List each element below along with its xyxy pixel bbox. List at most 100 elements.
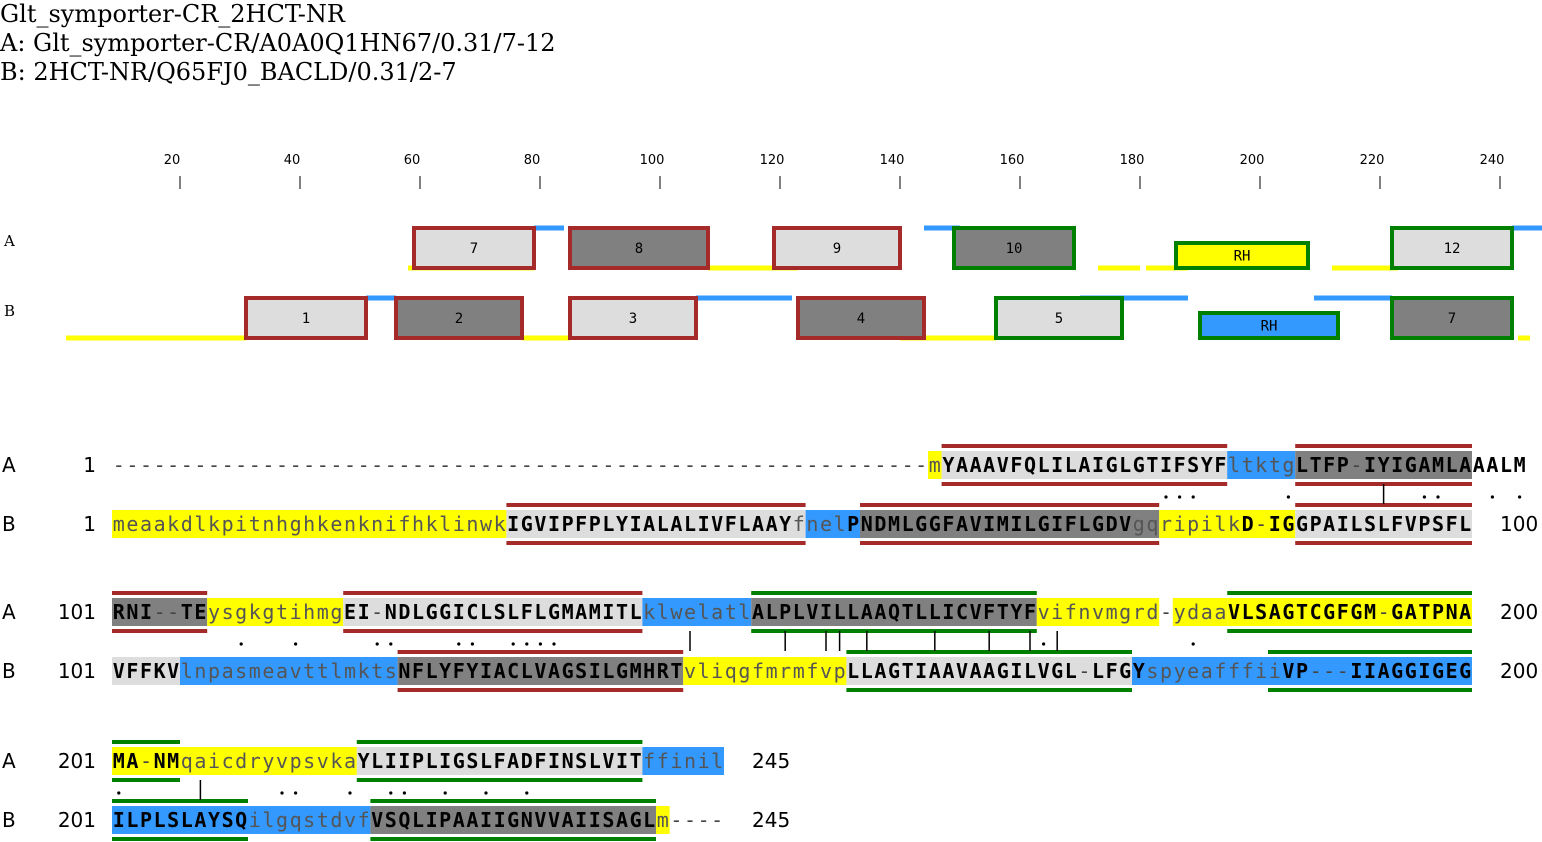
similarity-mark	[525, 642, 529, 646]
residue: -	[847, 453, 859, 477]
residue: e	[262, 659, 274, 683]
residue: d	[235, 749, 247, 773]
residue: n	[262, 512, 274, 536]
residue: l	[711, 749, 723, 773]
residue: t	[249, 512, 261, 536]
residue: V	[548, 808, 560, 832]
segment-label: 4	[857, 311, 865, 327]
residue: L	[1446, 453, 1458, 477]
residue: L	[1092, 659, 1104, 683]
residue: -	[575, 453, 587, 477]
residue: -	[235, 453, 247, 477]
residue: -	[698, 808, 710, 832]
residue: N	[398, 659, 410, 683]
segment-10: 10	[952, 226, 1076, 270]
residue: A	[983, 453, 995, 477]
residue: k	[330, 749, 342, 773]
residue: L	[793, 600, 805, 624]
similarity-mark	[402, 791, 406, 795]
residue: i	[1051, 600, 1063, 624]
segment-box	[1198, 311, 1340, 340]
residue: d	[1146, 600, 1158, 624]
residue: G	[507, 808, 519, 832]
sequence-run	[1132, 657, 1268, 685]
residue: r	[1133, 600, 1145, 624]
residue: v	[276, 749, 288, 773]
residue: -	[820, 453, 832, 477]
residue: -	[793, 453, 805, 477]
sequence-run	[112, 657, 180, 685]
residue: f	[793, 512, 805, 536]
residue: A	[752, 512, 764, 536]
residue: A	[874, 659, 886, 683]
residue: G	[1391, 659, 1403, 683]
residue: G	[548, 600, 560, 624]
residue: v	[317, 749, 329, 773]
residue: C	[507, 659, 519, 683]
row-start-b: 1	[83, 512, 96, 536]
residue: T	[997, 600, 1009, 624]
residue: Y	[439, 659, 451, 683]
similarity-mark	[375, 642, 379, 646]
residue: P	[439, 808, 451, 832]
residue: w	[480, 512, 493, 536]
residue: S	[602, 808, 614, 832]
residue: F	[575, 512, 587, 536]
residue: D	[1106, 512, 1118, 536]
residue: A	[1459, 453, 1471, 477]
residue: -	[126, 453, 138, 477]
residue: F	[1391, 512, 1403, 536]
residue: I	[358, 600, 370, 624]
residue: D	[521, 749, 533, 773]
residue: S	[1432, 512, 1444, 536]
residue: d	[1187, 600, 1199, 624]
ruler-tick-label: 220	[1360, 153, 1385, 168]
residue: -	[602, 453, 614, 477]
run-top-border	[860, 503, 1160, 507]
run-bottom-border	[397, 688, 684, 692]
residue: e	[684, 600, 696, 624]
residue: T	[1296, 600, 1308, 624]
residue: a	[276, 659, 288, 683]
sequence-run	[112, 598, 208, 626]
residue: P	[847, 512, 859, 536]
residue: -	[861, 453, 873, 477]
segment-2: 2	[394, 296, 524, 340]
residue: -	[453, 453, 465, 477]
residue: k	[317, 512, 329, 536]
run-bottom-border	[751, 629, 1037, 633]
residue: T	[616, 600, 628, 624]
residue: L	[643, 808, 655, 832]
residue: N	[562, 749, 574, 773]
sequence-run	[397, 657, 684, 685]
residue: L	[181, 808, 193, 832]
residue: -	[725, 453, 737, 477]
residue: G	[888, 659, 900, 683]
residue: M	[1364, 600, 1376, 624]
row-label-a: A	[2, 453, 16, 477]
similarity-mark	[1178, 495, 1182, 499]
residue: A	[507, 749, 519, 773]
row-label-a: A	[2, 600, 16, 624]
residue: L	[847, 659, 859, 683]
residue: L	[412, 600, 424, 624]
residue: n	[194, 659, 206, 683]
residue: l	[698, 600, 710, 624]
residue: -	[303, 453, 315, 477]
residue: a	[140, 512, 152, 536]
sequence-run	[370, 806, 656, 834]
residue: -	[902, 453, 914, 477]
residue: F	[534, 749, 546, 773]
residue: Y	[466, 659, 478, 683]
run-bottom-border	[860, 541, 1160, 545]
segment-label: RH	[1234, 249, 1251, 265]
segment-box	[772, 226, 902, 270]
residue: -	[534, 453, 546, 477]
residue: L	[126, 808, 138, 832]
residue: l	[698, 659, 710, 683]
residue: -	[262, 453, 274, 477]
residue: h	[412, 512, 424, 536]
header: Glt_symporter-CR_2HCT-NR A: Glt_symporte…	[0, 0, 556, 87]
segment-box	[568, 296, 698, 340]
residue: Y	[1201, 453, 1213, 477]
